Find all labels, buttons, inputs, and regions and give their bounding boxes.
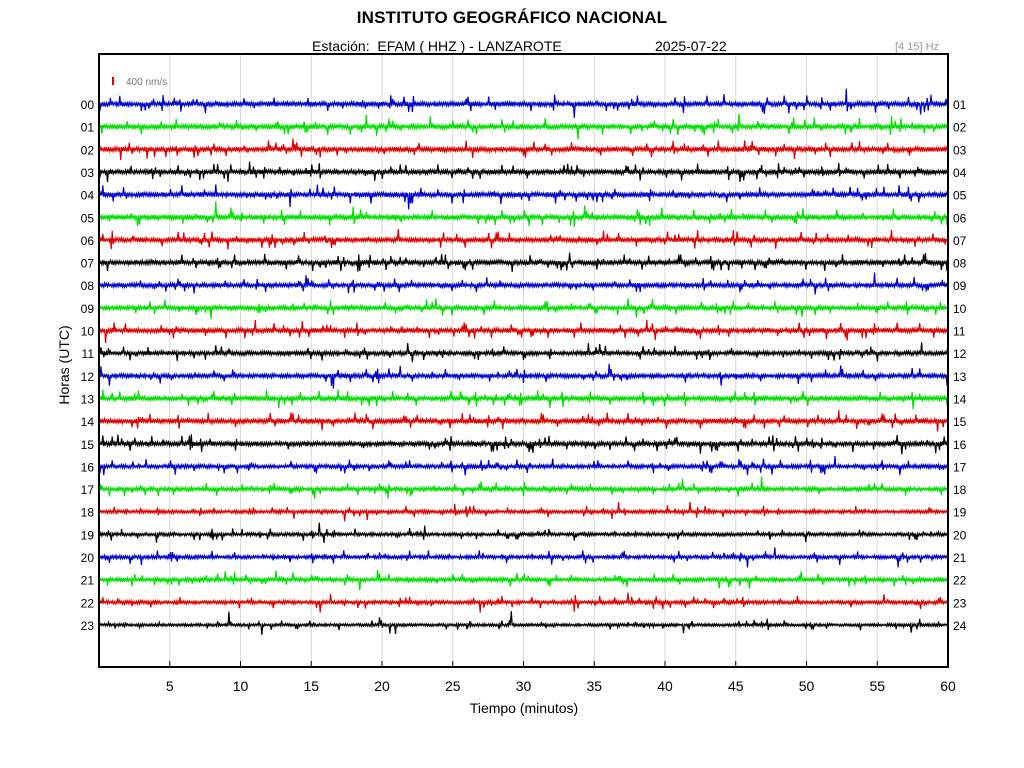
x-tick-label: 60 [940,678,956,694]
seismic-trace-06 [99,228,948,250]
hour-label-right: 14 [953,392,967,406]
seismic-trace-16 [99,455,948,476]
hour-label-left: 09 [81,302,95,316]
seismic-trace-10 [99,319,948,343]
hour-label-left: 01 [81,121,95,135]
hour-label-left: 10 [81,325,95,339]
plot-frame [98,53,949,668]
x-tick-label: 5 [166,678,174,694]
hour-label-right: 01 [953,98,967,112]
seismic-trace-01 [99,113,948,140]
seismic-trace-03 [99,161,948,183]
x-tick-label: 30 [516,678,532,694]
hour-label-left: 06 [81,234,95,248]
x-tick-label: 10 [233,678,249,694]
x-axis-label: Tiempo (minutos) [469,700,579,716]
seismic-trace-02 [99,138,948,161]
hour-label-left: 17 [81,483,95,497]
hour-label-left: 16 [81,460,95,474]
seismic-trace-05 [99,201,948,227]
scale-bar: 400 nm/s [112,77,167,88]
hour-label-right: 05 [953,189,967,203]
scale-bar-label: 400 nm/s [126,77,167,88]
seismic-trace-11 [99,342,948,363]
hour-label-left: 21 [81,574,95,588]
seismic-trace-21 [99,570,948,591]
hour-label-left: 05 [81,211,95,225]
hour-label-right: 24 [953,619,967,633]
hour-label-left: 14 [81,415,95,429]
seismic-trace-15 [99,434,948,455]
hour-label-left: 20 [81,551,95,565]
hour-label-left: 13 [81,392,95,406]
x-tick-label: 25 [445,678,461,694]
hour-label-left: 00 [81,98,95,112]
seismic-trace-19 [99,522,948,543]
hour-label-right: 20 [953,528,967,542]
hour-label-right: 21 [953,551,967,565]
hour-label-right: 12 [953,347,967,361]
seismic-trace-12 [99,363,948,389]
hour-label-right: 07 [953,234,967,248]
hour-label-right: 09 [953,279,967,293]
hour-label-right: 06 [953,211,967,225]
axis-labels: 5 10 15 20 25 30 35 40 45 50 55 60 00 01 01 02 02 03 03 04 0… [81,98,967,694]
hour-label-right: 22 [953,574,967,588]
x-tick-label: 50 [799,678,815,694]
hour-label-left: 18 [81,506,95,520]
hour-label-left: 08 [81,279,95,293]
grid-lines [99,54,948,667]
hour-label-left: 23 [81,619,95,633]
hour-label-left: 07 [81,257,95,271]
hour-label-left: 11 [82,347,95,361]
hour-label-left: 03 [81,166,95,180]
hour-label-left: 19 [81,528,95,542]
station-label: Estación: EFAM ( HHZ ) - LANZAROTE [312,38,562,54]
hour-label-right: 11 [953,325,966,339]
x-tick-label: 20 [374,678,390,694]
scale-bar-marker [112,77,114,85]
x-tick-label: 15 [303,678,319,694]
seismic-trace-04 [99,184,948,210]
seismic-trace-17 [99,476,948,499]
hour-label-right: 16 [953,438,967,452]
hour-label-right: 15 [953,415,967,429]
hour-label-right: 08 [953,257,967,271]
seismic-trace-00 [99,88,948,118]
hour-label-left: 04 [81,189,95,203]
hour-label-left: 02 [81,143,95,157]
hour-label-right: 18 [953,483,967,497]
hour-label-right: 23 [953,596,967,610]
x-tick-label: 55 [869,678,885,694]
seismic-traces [99,88,948,635]
hour-label-left: 22 [81,596,95,610]
seismic-trace-22 [99,592,948,613]
frequency-band-label: [4 15] Hz [895,41,940,53]
seismic-trace-14 [99,410,948,432]
hour-label-right: 13 [953,370,967,384]
seismic-trace-13 [99,389,948,410]
date-label: 2025-07-22 [655,38,727,54]
x-tick-label: 40 [657,678,673,694]
hour-label-right: 04 [953,166,967,180]
hour-label-right: 10 [953,302,967,316]
seismic-trace-07 [99,252,948,272]
hour-label-right: 17 [953,460,967,474]
seismic-trace-18 [99,501,948,522]
x-tick-label: 45 [728,678,744,694]
seismic-trace-23 [99,611,948,635]
hour-label-left: 15 [81,438,95,452]
seismic-trace-20 [99,547,948,568]
hour-label-right: 19 [953,506,967,520]
x-tick-label: 35 [586,678,602,694]
hour-label-left: 12 [81,370,95,384]
hour-label-right: 03 [953,143,967,157]
seismic-trace-09 [99,298,948,320]
seismic-trace-08 [99,272,948,295]
hour-label-right: 02 [953,121,967,135]
chart-title: INSTITUTO GEOGRÁFICO NACIONAL [356,8,668,27]
